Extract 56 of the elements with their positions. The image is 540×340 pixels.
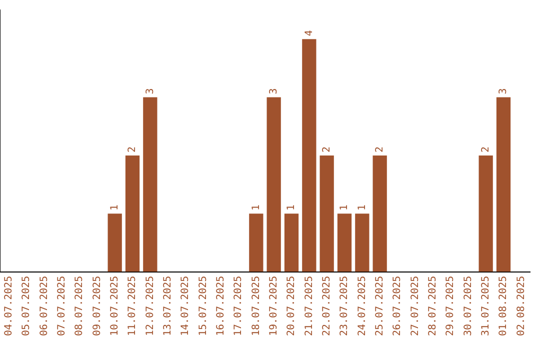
bar (284, 214, 299, 272)
bar (478, 155, 493, 272)
data-label: 1 (356, 204, 368, 211)
data-label: 3 (268, 88, 280, 94)
x-tick-label: 30.07.2025 (462, 276, 474, 336)
bar (302, 39, 316, 272)
bar (337, 214, 352, 272)
x-tick-label: 08.07.2025 (74, 276, 86, 336)
x-tick-label: 21.07.2025 (304, 276, 315, 336)
bar (108, 214, 122, 272)
x-tick-label: 16.07.2025 (215, 276, 226, 336)
data-label: 3 (144, 88, 156, 94)
x-tick-label: 10.07.2025 (109, 276, 120, 336)
data-label: 1 (250, 204, 262, 211)
x-tick-label: 17.07.2025 (233, 276, 244, 336)
bar (249, 214, 264, 272)
x-tick-label: 12.07.2025 (144, 276, 156, 336)
data-label: 2 (321, 146, 332, 152)
x-tick-label: 07.07.2025 (56, 276, 68, 336)
x-tick-label: 29.07.2025 (445, 276, 456, 336)
x-tick-label: 25.07.2025 (374, 276, 386, 336)
x-tick-label: 01.08.2025 (498, 276, 510, 336)
x-tick-label: 20.07.2025 (286, 276, 298, 336)
x-tick-label: 02.08.2025 (516, 276, 527, 336)
x-tick-label: 22.07.2025 (321, 276, 332, 336)
x-tick-label: 09.07.2025 (92, 276, 103, 336)
data-label: 2 (480, 146, 492, 152)
x-tick-label: 24.07.2025 (356, 276, 368, 336)
x-tick-label: 04.07.2025 (3, 276, 14, 336)
x-tick-label: 11.07.2025 (127, 276, 138, 336)
data-label: 2 (127, 146, 138, 152)
bar (320, 155, 334, 272)
bar (143, 97, 158, 272)
data-label: 1 (339, 204, 350, 211)
x-tick-label: 19.07.2025 (268, 276, 280, 336)
x-tick-label: 28.07.2025 (427, 276, 438, 336)
x-tick-label: 27.07.2025 (410, 276, 421, 336)
x-tick-label: 14.07.2025 (180, 276, 192, 336)
bar (496, 97, 511, 272)
data-label: 2 (374, 146, 386, 152)
bar (125, 155, 140, 272)
x-tick-label: 15.07.2025 (198, 276, 209, 336)
bar (372, 155, 387, 272)
bar (266, 97, 281, 272)
data-label: 1 (286, 204, 298, 211)
data-label: 4 (304, 30, 315, 36)
x-tick-label: 26.07.2025 (392, 276, 404, 336)
data-label: 1 (109, 204, 120, 211)
x-tick-label: 05.07.2025 (21, 276, 32, 336)
x-tick-label: 06.07.2025 (38, 276, 50, 336)
bar (355, 214, 370, 272)
data-label: 3 (498, 88, 510, 94)
x-tick-label: 13.07.2025 (162, 276, 174, 336)
x-tick-label: 31.07.2025 (480, 276, 492, 336)
x-tick-label: 18.07.2025 (250, 276, 262, 336)
x-tick-label: 23.07.2025 (339, 276, 350, 336)
